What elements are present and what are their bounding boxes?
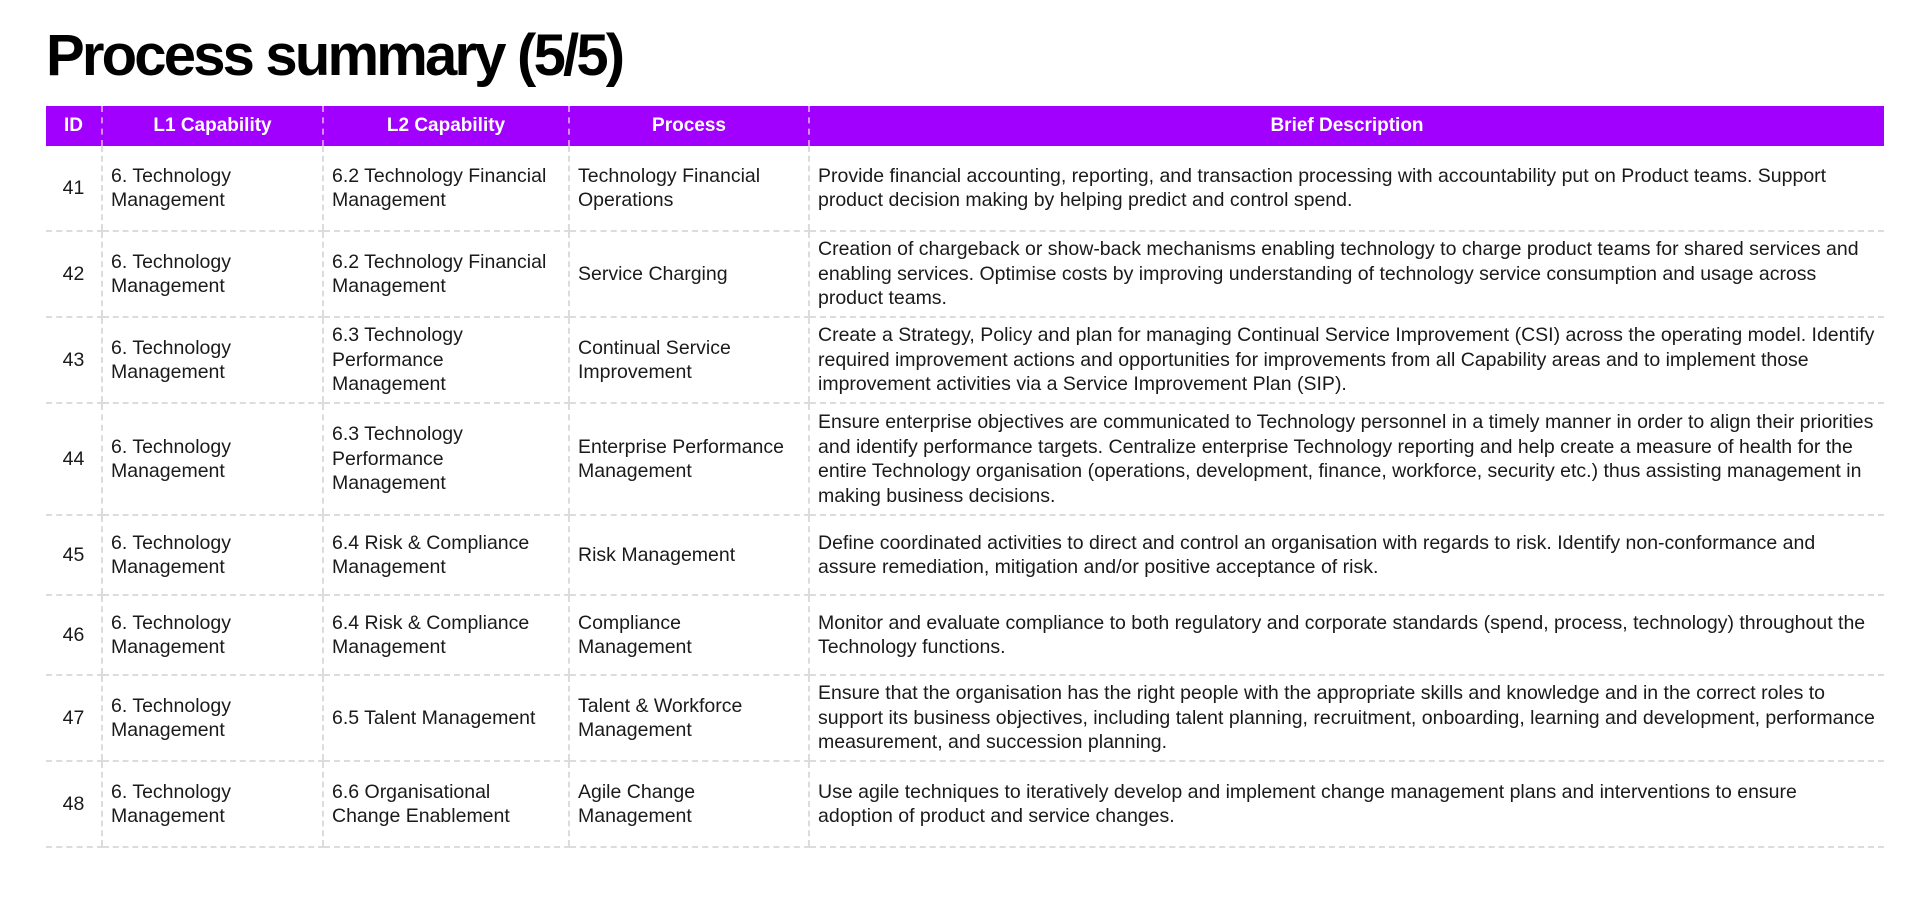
table-header-row: ID L1 Capability L2 Capability Process B… xyxy=(46,106,1884,146)
cell-process: Continual Service Improvement xyxy=(568,317,809,404)
cell-description: Monitor and evaluate compliance to both … xyxy=(808,595,1884,676)
table-row: 42 6. Technology Management 6.2 Technolo… xyxy=(46,231,1884,318)
table-row: 46 6. Technology Management 6.4 Risk & C… xyxy=(46,595,1884,676)
cell-process: Agile Change Management xyxy=(568,761,809,848)
header-l2-capability: L2 Capability xyxy=(322,106,569,146)
cell-id: 47 xyxy=(46,675,102,762)
cell-description: Create a Strategy, Policy and plan for m… xyxy=(808,317,1884,404)
cell-process: Enterprise Performance Management xyxy=(568,403,809,516)
table-row: 43 6. Technology Management 6.3 Technolo… xyxy=(46,317,1884,404)
cell-id: 41 xyxy=(46,146,102,232)
table-row: 47 6. Technology Management 6.5 Talent M… xyxy=(46,675,1884,762)
cell-process: Service Charging xyxy=(568,231,809,318)
cell-id: 45 xyxy=(46,515,102,596)
cell-process: Compliance Management xyxy=(568,595,809,676)
cell-description: Creation of chargeback or show-back mech… xyxy=(808,231,1884,318)
page-title: Process summary (5/5) xyxy=(46,23,625,88)
cell-l1-capability: 6. Technology Management xyxy=(101,403,323,516)
cell-l1-capability: 6. Technology Management xyxy=(101,317,323,404)
cell-l2-capability: 6.4 Risk & Compliance Management xyxy=(322,595,569,676)
header-process: Process xyxy=(568,106,809,146)
cell-l2-capability: 6.3 Technology Performance Management xyxy=(322,403,569,516)
cell-l1-capability: 6. Technology Management xyxy=(101,146,323,232)
cell-description: Define coordinated activities to direct … xyxy=(808,515,1884,596)
header-id: ID xyxy=(46,106,102,146)
cell-l1-capability: 6. Technology Management xyxy=(101,231,323,318)
cell-l1-capability: 6. Technology Management xyxy=(101,515,323,596)
cell-id: 48 xyxy=(46,761,102,848)
cell-l2-capability: 6.2 Technology Financial Management xyxy=(322,146,569,232)
cell-description: Provide financial accounting, reporting,… xyxy=(808,146,1884,232)
table-row: 48 6. Technology Management 6.6 Organisa… xyxy=(46,761,1884,848)
cell-description: Ensure that the organisation has the rig… xyxy=(808,675,1884,762)
cell-l1-capability: 6. Technology Management xyxy=(101,761,323,848)
cell-id: 46 xyxy=(46,595,102,676)
cell-l2-capability: 6.6 Organisational Change Enablement xyxy=(322,761,569,848)
cell-description: Use agile techniques to iteratively deve… xyxy=(808,761,1884,848)
cell-l2-capability: 6.5 Talent Management xyxy=(322,675,569,762)
cell-description: Ensure enterprise objectives are communi… xyxy=(808,403,1884,516)
header-l1-capability: L1 Capability xyxy=(101,106,323,146)
table-row: 41 6. Technology Management 6.2 Technolo… xyxy=(46,146,1884,232)
cell-id: 44 xyxy=(46,403,102,516)
cell-process: Talent & Workforce Management xyxy=(568,675,809,762)
process-summary-table: ID L1 Capability L2 Capability Process B… xyxy=(46,106,1884,848)
table-row: 45 6. Technology Management 6.4 Risk & C… xyxy=(46,515,1884,596)
cell-process: Risk Management xyxy=(568,515,809,596)
cell-l2-capability: 6.2 Technology Financial Management xyxy=(322,231,569,318)
header-brief-description: Brief Description xyxy=(808,106,1884,146)
cell-process: Technology Financial Operations xyxy=(568,146,809,232)
cell-l1-capability: 6. Technology Management xyxy=(101,675,323,762)
cell-l2-capability: 6.3 Technology Performance Management xyxy=(322,317,569,404)
cell-id: 43 xyxy=(46,317,102,404)
cell-l2-capability: 6.4 Risk & Compliance Management xyxy=(322,515,569,596)
table-row: 44 6. Technology Management 6.3 Technolo… xyxy=(46,403,1884,516)
cell-l1-capability: 6. Technology Management xyxy=(101,595,323,676)
cell-id: 42 xyxy=(46,231,102,318)
